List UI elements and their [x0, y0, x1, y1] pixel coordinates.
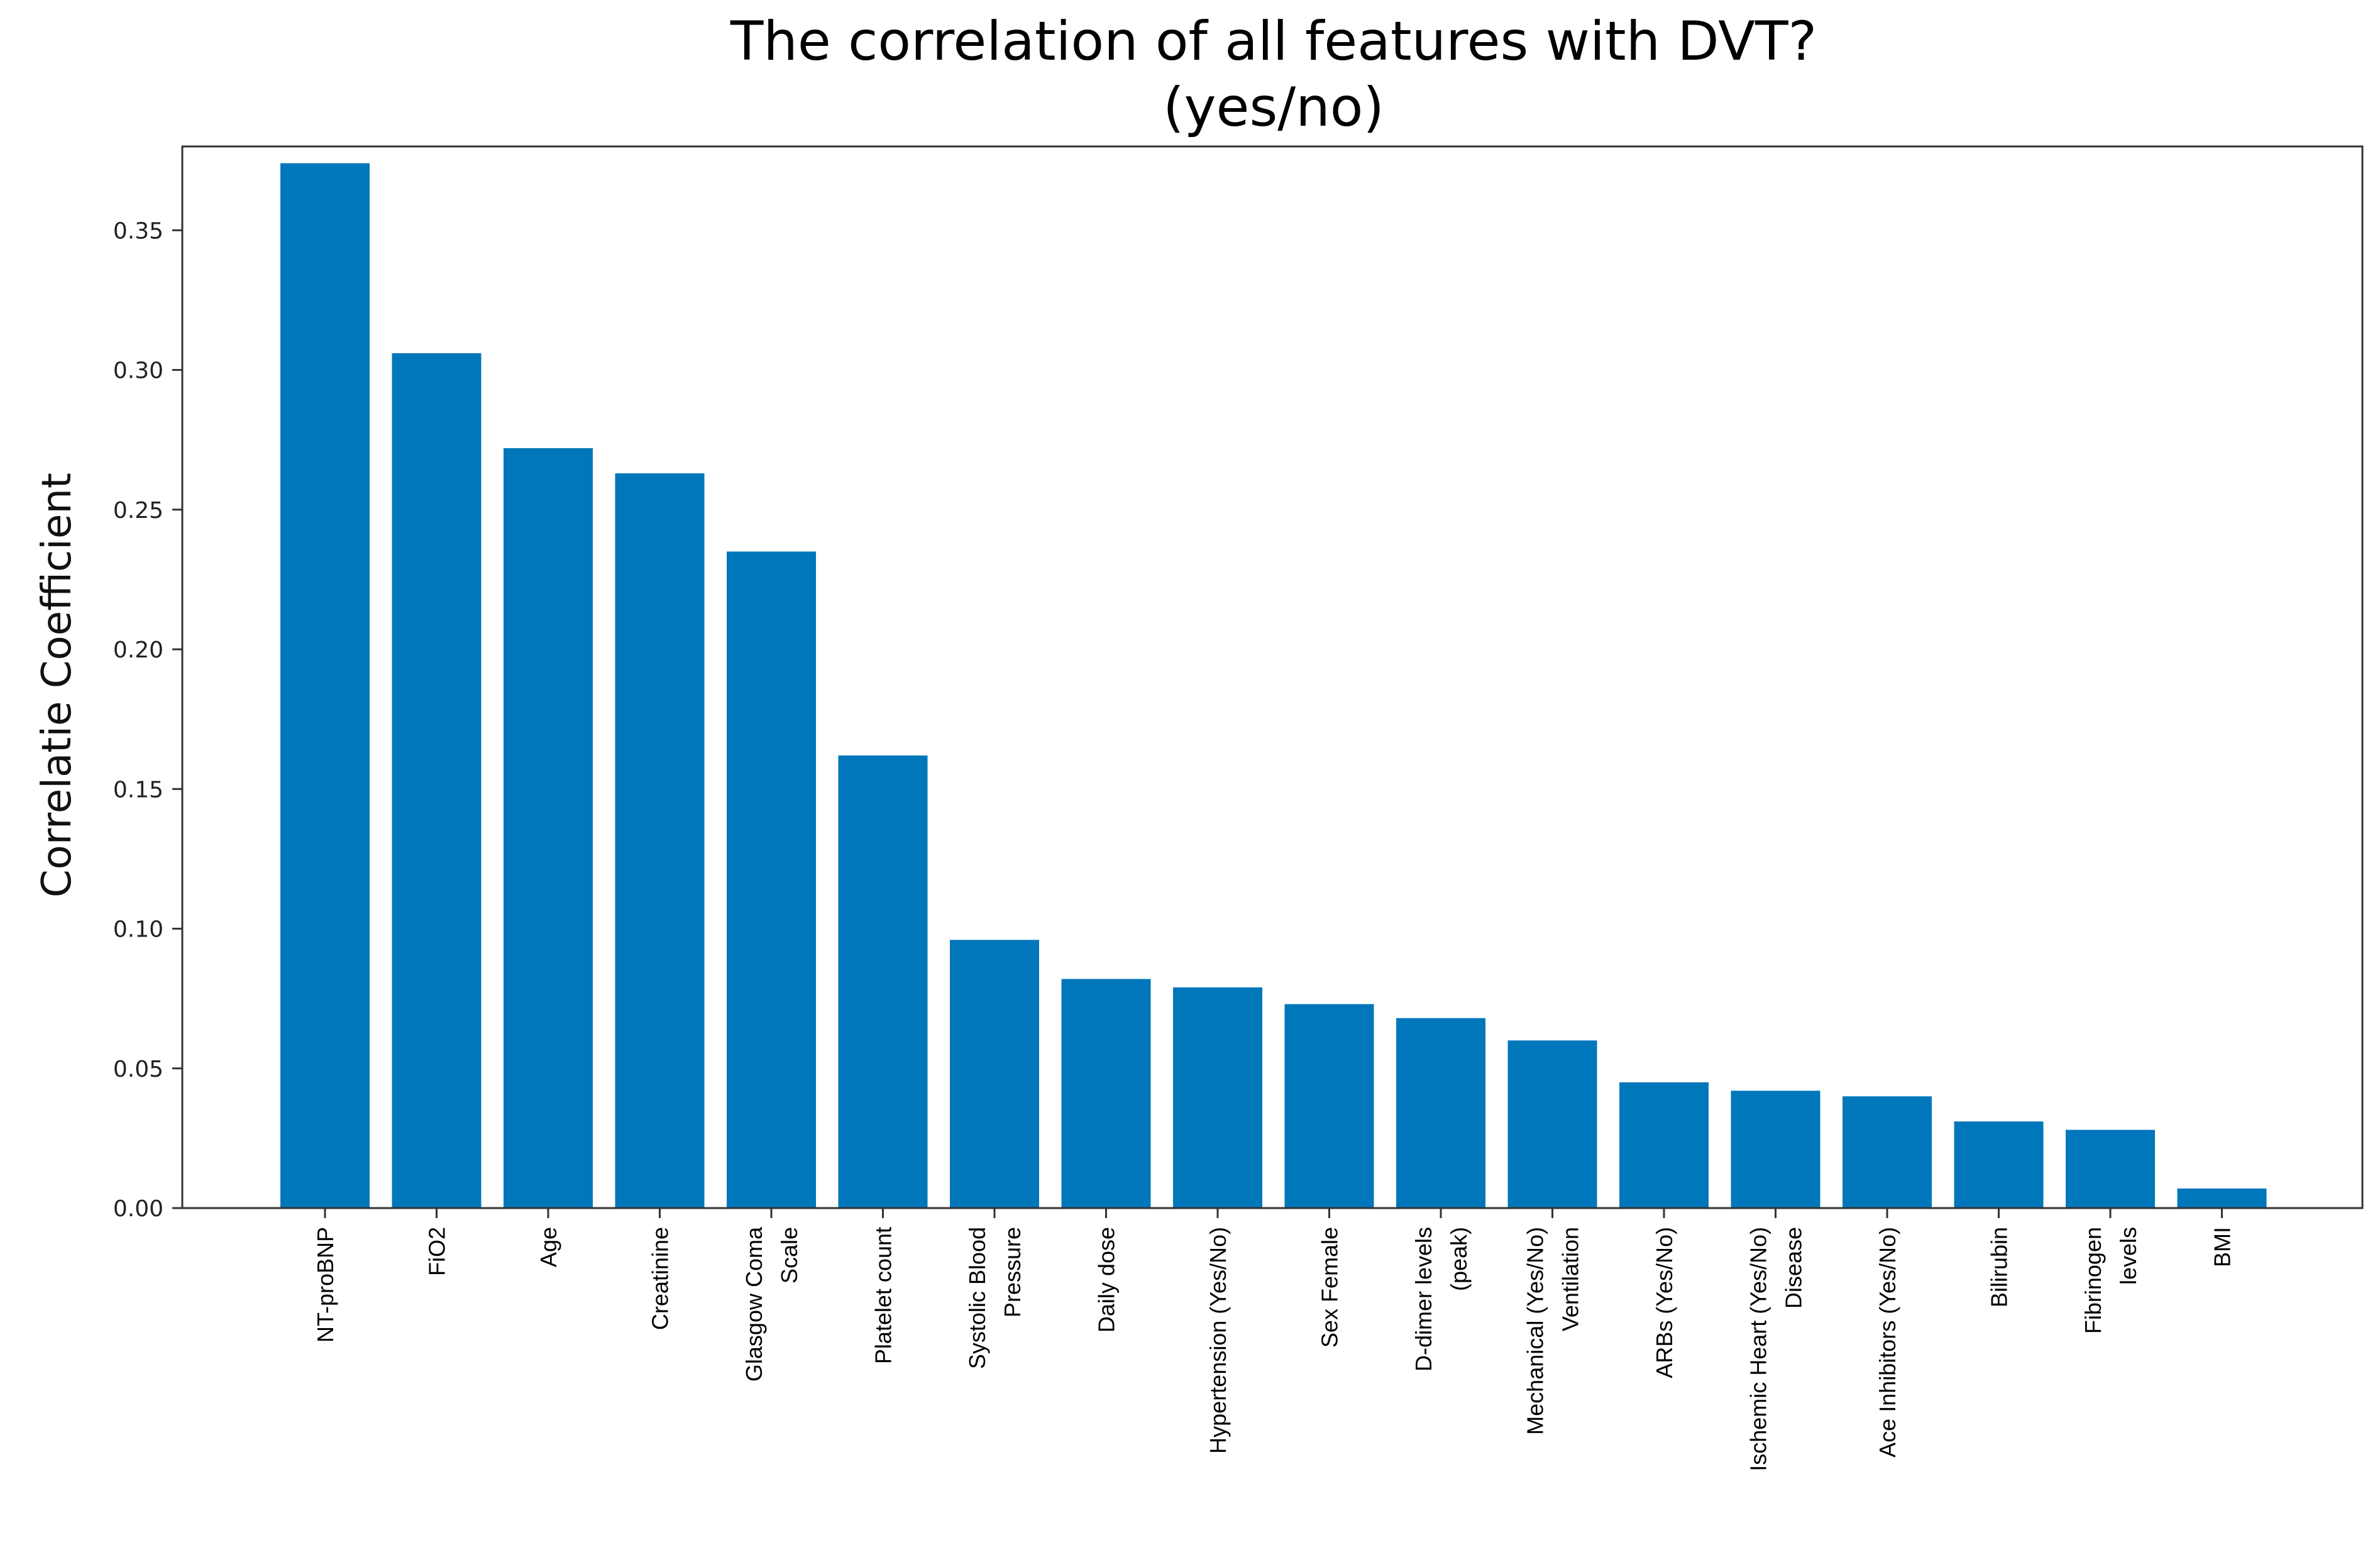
x-category-label: levels	[2115, 1227, 2141, 1285]
x-category-label: Scale	[776, 1227, 802, 1283]
bar	[1061, 979, 1151, 1208]
y-tick-label: 0.30	[113, 358, 163, 384]
bar	[280, 163, 370, 1208]
bar	[1396, 1018, 1485, 1208]
x-category-label: Fibrinogen	[2080, 1227, 2106, 1334]
x-category-label: Hypertension (Yes/No)	[1205, 1227, 1231, 1454]
bar	[727, 551, 816, 1208]
x-category-label: NT-proBNP	[312, 1227, 338, 1343]
y-tick-label: 0.20	[113, 637, 163, 663]
bar	[1507, 1040, 1597, 1208]
x-category-label: D-dimer levels	[1411, 1227, 1436, 1371]
y-tick-label: 0.25	[113, 498, 163, 524]
bar	[615, 473, 705, 1209]
x-category-label: Glasgow Coma	[741, 1226, 767, 1382]
bar	[1619, 1082, 1709, 1208]
bars-group	[280, 163, 2267, 1209]
plot-frame	[181, 145, 2364, 1209]
y-tick-label: 0.35	[113, 218, 163, 244]
bar	[1843, 1096, 1932, 1208]
chart-title-line-1: The correlation of all features with DVT…	[730, 10, 1817, 73]
x-category-label: Platelet count	[871, 1227, 896, 1364]
x-category-label: Ventilation	[1558, 1227, 1584, 1331]
x-axis: NT-proBNP FiO2 Age Creatinine Glasgow Coma Sc…	[312, 1208, 2235, 1471]
x-category-label: Disease	[1781, 1227, 1807, 1309]
y-axis: 0.00 0.05 0.10 0.15 0.20 0.25 0.30 0.35	[113, 218, 182, 1222]
y-tick-label: 0.15	[113, 777, 163, 803]
y-tick-label: 0.10	[113, 917, 163, 943]
bar	[2177, 1188, 2267, 1208]
chart-title-line-2: (yes/no)	[1163, 76, 1384, 139]
x-category-label: Daily dose	[1094, 1227, 1120, 1333]
x-category-label: BMI	[2210, 1227, 2235, 1267]
bar	[1731, 1091, 1821, 1208]
x-category-label: Creatinine	[647, 1227, 673, 1330]
x-category-label: Bilirubin	[1986, 1227, 2012, 1307]
bar	[950, 940, 1039, 1208]
bar	[392, 353, 482, 1208]
y-tick-label: 0.00	[113, 1196, 163, 1222]
bar	[1284, 1004, 1374, 1208]
bar	[1954, 1121, 2044, 1208]
x-category-label: ARBs (Yes/No)	[1651, 1227, 1677, 1378]
x-category-label: Ischemic Heart (Yes/No)	[1746, 1227, 1771, 1471]
bar	[2066, 1130, 2155, 1208]
x-category-label: Sex Female	[1317, 1227, 1343, 1348]
y-axis-label: Correlatie Coefficient	[34, 473, 80, 898]
bar	[1173, 987, 1262, 1208]
x-category-label: Age	[536, 1227, 561, 1267]
x-category-label: Pressure	[1000, 1227, 1025, 1317]
y-tick-label: 0.05	[113, 1057, 163, 1082]
x-category-label: Systolic Blood	[964, 1227, 990, 1369]
bar	[504, 448, 593, 1209]
x-category-label: Mechanical (Yes/No)	[1523, 1227, 1548, 1435]
x-category-label: Ace Inhibitors (Yes/No)	[1875, 1227, 1900, 1458]
x-category-label: (peak)	[1446, 1227, 1472, 1291]
bar	[838, 755, 928, 1208]
x-category-label: FiO2	[424, 1227, 450, 1276]
